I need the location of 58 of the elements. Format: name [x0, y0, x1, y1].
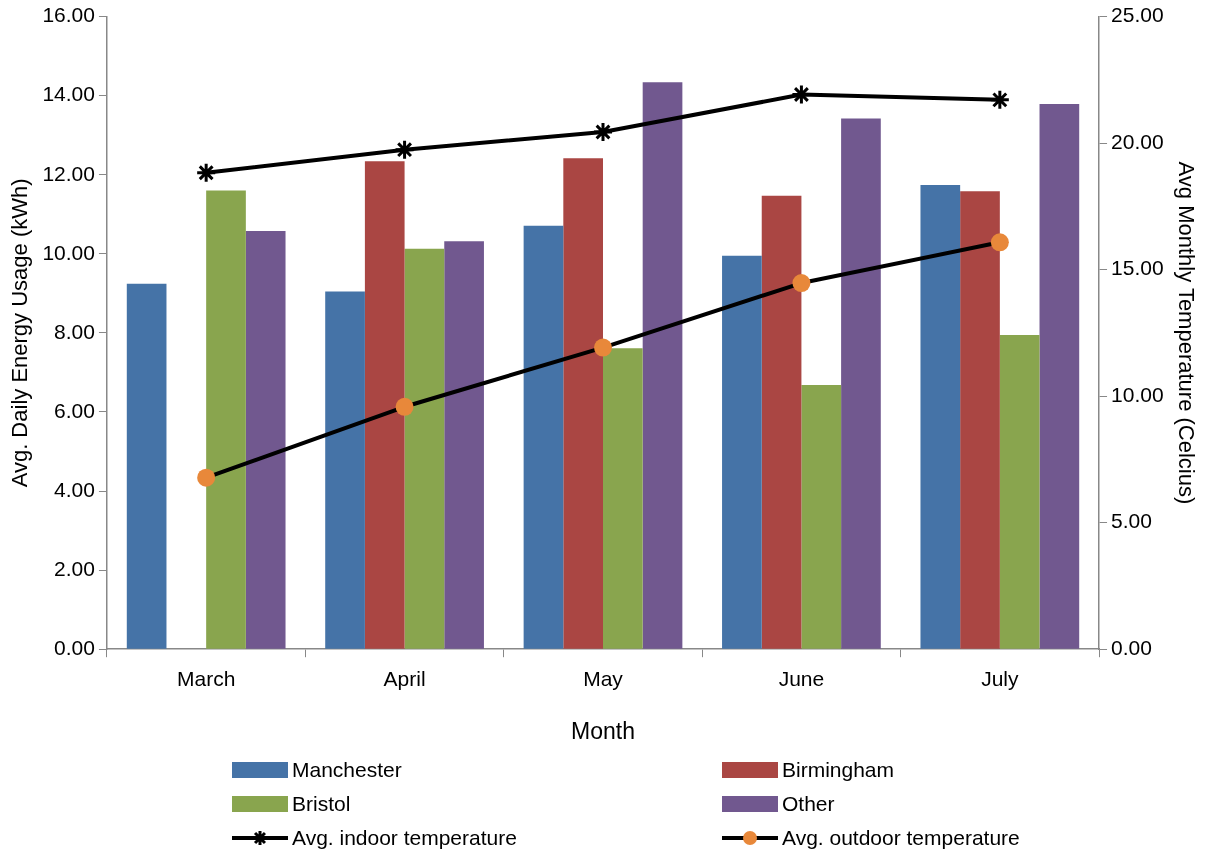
bar: [999, 334, 1040, 649]
bar: [801, 385, 842, 649]
point: [195, 162, 217, 184]
legend-label: Birmingham: [782, 758, 895, 782]
bar: [206, 190, 246, 649]
y-tick-label: 10.00: [42, 240, 95, 264]
x-tick-label: May: [583, 666, 624, 690]
y2-tick-label: 5.00: [1111, 509, 1152, 533]
point: [990, 233, 1009, 252]
bar: [126, 283, 167, 649]
bar: [722, 255, 762, 649]
bar: [325, 291, 365, 649]
point: [594, 338, 612, 357]
x-tick-label: June: [778, 666, 825, 690]
point: [790, 84, 812, 106]
y2-tick-label: 20.00: [1111, 129, 1164, 153]
legend-label: Avg. indoor temperature: [292, 826, 517, 850]
x-tick-label: April: [383, 666, 426, 690]
legend-label: Manchester: [292, 758, 402, 782]
point: [792, 274, 811, 293]
y2-axis-title: Avg Monthly Temperature (Celcius): [1173, 161, 1199, 505]
bar: [245, 230, 286, 649]
y-tick-label: 2.00: [54, 556, 95, 580]
legend-label: Avg. outdoor temperature: [782, 826, 1020, 850]
point: [394, 139, 416, 161]
y2-tick-label: 10.00: [1111, 382, 1164, 406]
x-tick-label: March: [176, 666, 236, 690]
y-tick-label: 6.00: [54, 398, 95, 422]
bar: [960, 191, 1000, 649]
bar: [841, 118, 881, 649]
bar: [761, 195, 802, 649]
point: [395, 397, 414, 416]
y-axis-title: Avg. Daily Energy Usage (kWh): [7, 178, 33, 488]
y2-tick-label: 0.00: [1111, 636, 1152, 659]
y-tick-label: 8.00: [54, 319, 95, 343]
bar: [523, 225, 564, 649]
legend-label: Bristol: [292, 792, 351, 816]
y-tick-label: 0.00: [54, 636, 95, 659]
y2-tick-label: 15.00: [1111, 256, 1164, 280]
bar: [404, 248, 445, 649]
bar: [1039, 103, 1080, 649]
point: [592, 121, 614, 143]
bar: [603, 348, 643, 649]
bar: [563, 158, 603, 649]
point: [989, 89, 1011, 111]
y-tick-label: 4.00: [54, 477, 95, 501]
y-tick-label: 14.00: [42, 82, 95, 106]
bar: [444, 241, 484, 649]
bar: [920, 185, 961, 649]
bar: [642, 82, 683, 649]
y-tick-label: 12.00: [42, 161, 95, 185]
point: [197, 468, 216, 487]
bar: [364, 161, 405, 649]
y-tick-label: 16.00: [42, 3, 95, 27]
x-tick-label: July: [981, 666, 1019, 690]
y2-tick-label: 25.00: [1111, 3, 1164, 27]
legend-label: Other: [782, 792, 835, 816]
x-axis-title: Month: [571, 717, 635, 744]
